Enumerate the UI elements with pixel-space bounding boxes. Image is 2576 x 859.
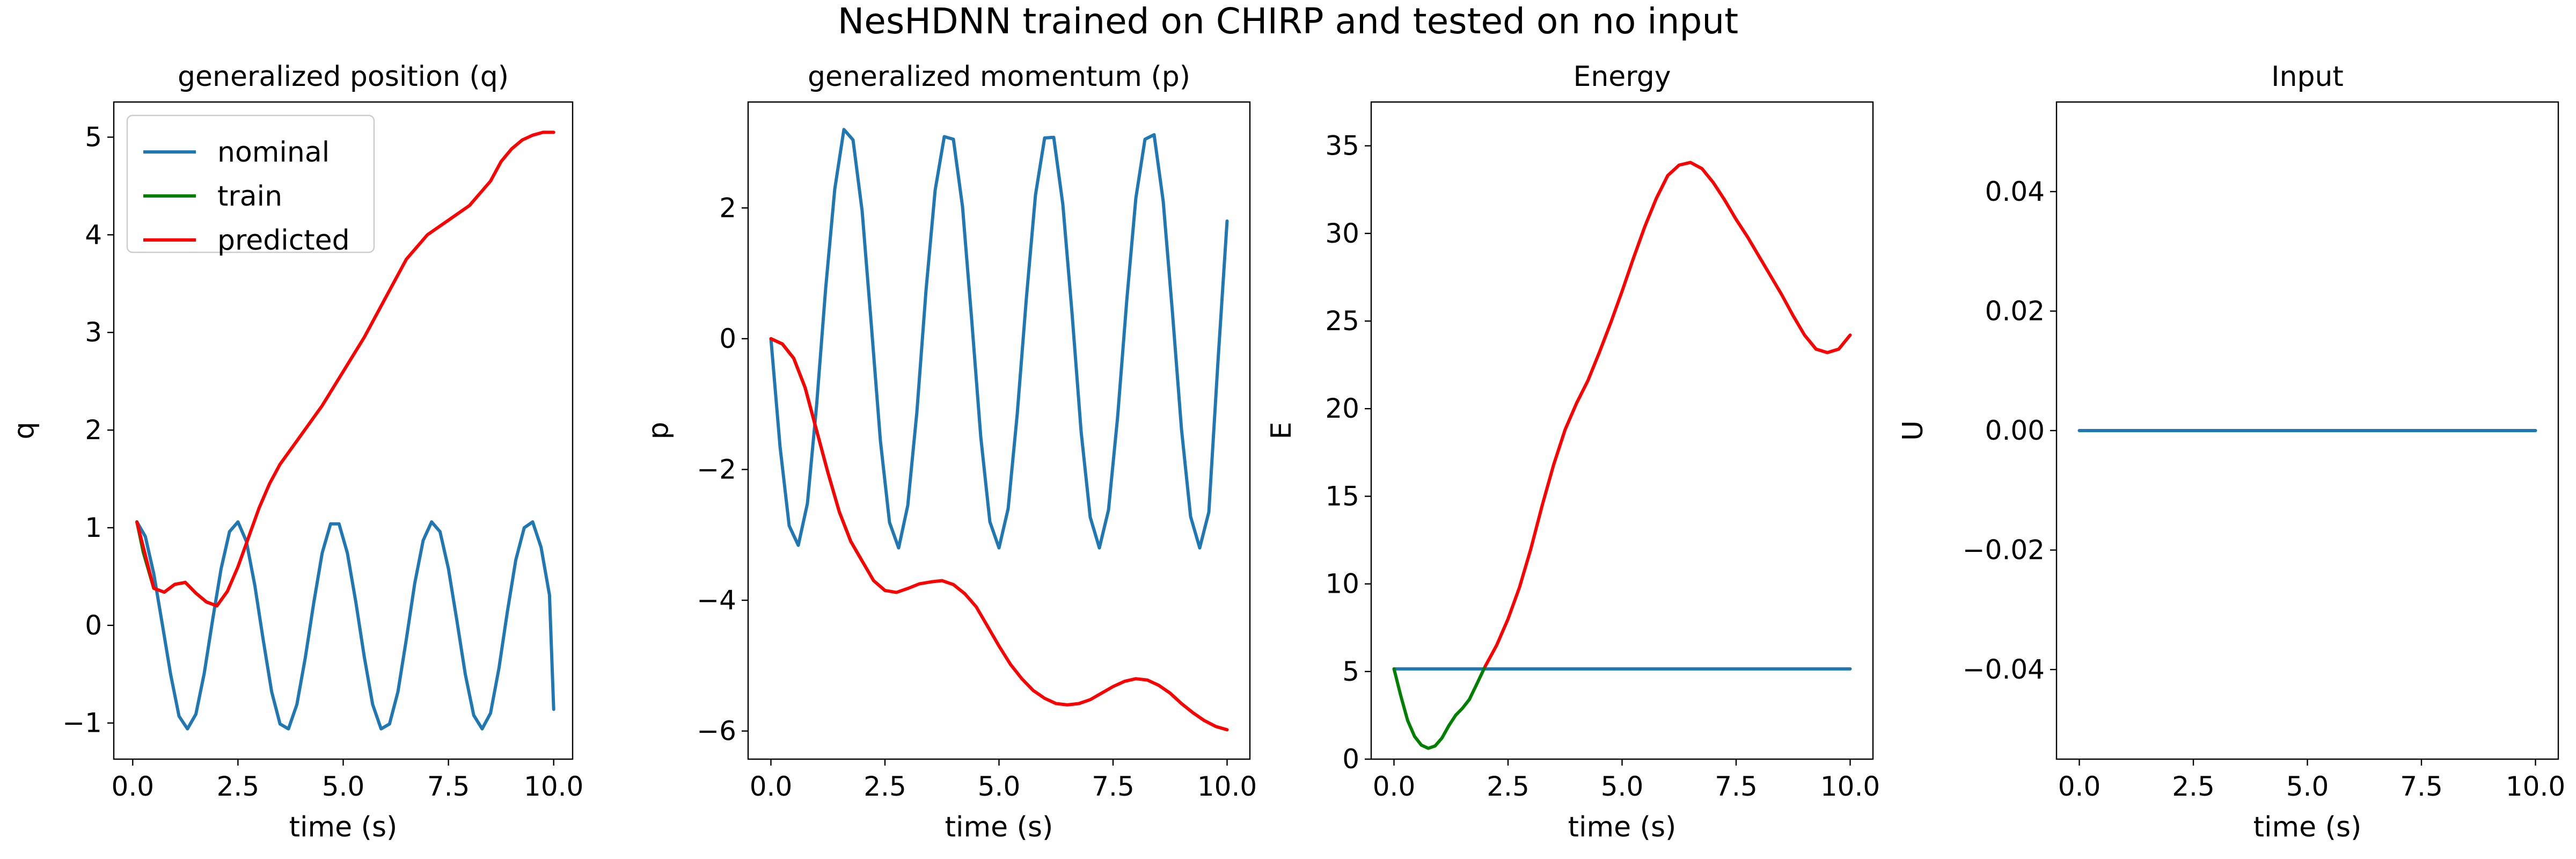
y-tick-label: 1 — [85, 512, 102, 543]
y-tick-label: 0.02 — [1985, 295, 2045, 326]
x-tick-label: 5.0 — [978, 771, 1021, 802]
y-tick-label: 15 — [1325, 481, 1359, 512]
x-axis-label: time (s) — [289, 811, 398, 843]
subplot-2-series — [769, 128, 1229, 732]
y-tick-label: 2 — [85, 414, 102, 446]
subplot-1-series — [135, 130, 555, 731]
y-tick-label: 10 — [1325, 569, 1359, 600]
x-tick-label: 2.5 — [217, 771, 260, 802]
subplot-2-frame — [747, 101, 1251, 760]
x-tick-label: 0.0 — [1373, 771, 1416, 802]
y-tick-label: 4 — [85, 219, 102, 250]
series-nominal-line — [135, 520, 555, 731]
x-tick-label: 10.0 — [1820, 771, 1880, 802]
x-tick-label: 5.0 — [322, 771, 365, 802]
y-tick-label: −0.04 — [1963, 654, 2045, 685]
x-tick-label: 10.0 — [524, 771, 583, 802]
subplot-2-title: generalized momentum (p) — [808, 61, 1190, 93]
subplot-3: Energy 0.0 2.5 5.0 7.5 10.0 0 5 10 15 20 25 30 35 time… — [1265, 61, 1880, 843]
y-tick-label: −2 — [697, 454, 736, 485]
legend-predicted-label: predicted — [217, 224, 350, 257]
y-tick-label: 0.00 — [1985, 415, 2045, 446]
x-tick-label: 10.0 — [1197, 771, 1257, 802]
y-tick-label: 0.04 — [1985, 176, 2045, 207]
y-tick-label: 25 — [1325, 305, 1359, 337]
y-tick-label: 20 — [1325, 393, 1359, 424]
y-tick-label: −1 — [62, 708, 102, 739]
y-axis-label: E — [1265, 422, 1298, 440]
x-tick-label: 2.5 — [1487, 771, 1529, 802]
x-tick-label: 7.5 — [2400, 771, 2443, 802]
y-tick-label: 3 — [85, 317, 102, 348]
x-tick-label: 5.0 — [1601, 771, 1644, 802]
y-tick-label: 2 — [719, 192, 736, 223]
y-tick-label: 5 — [85, 121, 102, 152]
subplot-1: generalized position (q) 0.0 2.5 5.0 7.5 10.0… — [8, 61, 583, 843]
y-tick-label: −0.02 — [1963, 535, 2045, 566]
series-nominal-line — [769, 128, 1229, 550]
y-axis-label: q — [8, 421, 40, 439]
y-axis-label: U — [1897, 420, 1929, 441]
subplot-3-series — [1392, 161, 1852, 750]
y-tick-label: 30 — [1325, 218, 1359, 249]
x-axis-label: time (s) — [945, 811, 1053, 843]
y-tick-label: 0 — [85, 610, 102, 641]
series-train-line — [1392, 665, 1487, 750]
series-predicted-line — [135, 130, 555, 608]
x-tick-label: 7.5 — [427, 771, 470, 802]
x-axis-label: time (s) — [2253, 811, 2362, 843]
subplot-4-title: Input — [2271, 61, 2344, 93]
x-tick-label: 0.0 — [2058, 771, 2101, 802]
x-tick-label: 0.0 — [750, 771, 793, 802]
subplot-2: generalized momentum (p) 0.0 2.5 5.0 7.5 10.0… — [642, 61, 1257, 843]
y-tick-label: 5 — [1342, 656, 1359, 687]
x-tick-label: 7.5 — [1715, 771, 1758, 802]
legend-nominal-label: nominal — [217, 136, 330, 169]
subplot-4: Input 0.0 2.5 5.0 7.5 10.0 −0.04 −0.02 0.00 0.02 0… — [1897, 61, 2565, 843]
x-tick-label: 7.5 — [1092, 771, 1135, 802]
series-predicted-line — [1483, 161, 1852, 668]
y-tick-label: −6 — [697, 716, 736, 747]
x-tick-label: 2.5 — [863, 771, 906, 802]
x-tick-label: 10.0 — [2506, 771, 2565, 802]
subplot-1-frame — [113, 101, 574, 760]
x-tick-label: 2.5 — [2172, 771, 2215, 802]
subplots-group: generalized position (q)0.0 2.5 5.0 7.5 10.0… — [8, 61, 2565, 843]
legend: nominal train predicted — [126, 114, 375, 257]
y-tick-label: 0 — [719, 323, 736, 354]
series-predicted-line — [769, 337, 1229, 732]
series-train-line — [769, 337, 864, 563]
figure-title: NesHDNN trained on CHIRP and tested on n… — [838, 1, 1738, 42]
x-tick-label: 5.0 — [2286, 771, 2329, 802]
y-tick-label: −4 — [697, 585, 736, 616]
y-tick-label: 35 — [1325, 130, 1359, 162]
x-tick-label: 0.0 — [112, 771, 155, 802]
y-tick-label: 0 — [1342, 744, 1359, 775]
y-axis-label: p — [642, 421, 675, 439]
legend-train-label: train — [217, 180, 282, 213]
x-axis-label: time (s) — [1568, 811, 1677, 843]
subplot-3-title: Energy — [1573, 61, 1671, 93]
subplot-3-frame — [1370, 101, 1874, 760]
legend-box — [126, 114, 375, 253]
subplot-4-frame — [2055, 101, 2559, 760]
subplot-1-title: generalized position (q) — [178, 61, 509, 93]
